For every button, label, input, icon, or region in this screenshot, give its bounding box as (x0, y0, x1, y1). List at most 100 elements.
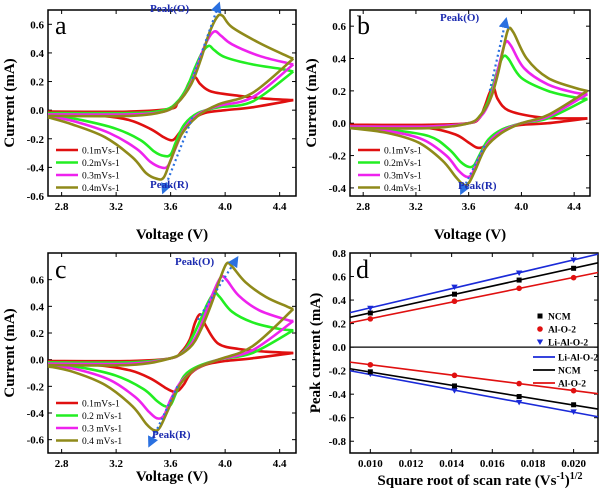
plot-frame (349, 252, 599, 454)
peak-oxidation-arrow (196, 255, 239, 321)
x-axis-label: Voltage (V) (136, 227, 208, 243)
legend-label: 0.3mVs-1 (384, 172, 422, 182)
marker-triangle (570, 409, 577, 415)
y-tick-label: 0.6 (332, 272, 346, 284)
y-tick-label: -0.6 (329, 413, 347, 425)
x-axis-label-main: Square root of scan rate (Vs (377, 473, 556, 489)
peak-reduction-arrow (148, 385, 179, 448)
legend-marker (537, 313, 543, 319)
cv-cathodic-sweep (47, 98, 294, 142)
peak-oxidation-arrow (191, 1, 222, 80)
legend-label: 0.3 mVs-1 (82, 425, 122, 435)
marker-triangle (515, 399, 523, 406)
peak-oxidation-label: Peak(O) (440, 12, 479, 24)
peak-reduction-label: Peak(R) (152, 429, 191, 441)
y-tick-label: 0.6 (332, 21, 346, 33)
cv-cathodic-sweep (47, 57, 295, 181)
cv-curves (47, 261, 295, 432)
legend-label: 0.4mVs-1 (384, 184, 422, 194)
y-tick-label: -0.8 (329, 436, 347, 448)
y-tick-label: 0.0 (30, 105, 44, 117)
peak-oxidation-label: Peak(O) (175, 256, 214, 268)
marker-triangle (515, 270, 523, 276)
x-tick-label: 0.014 (439, 458, 464, 470)
y-axis-label: Current (mA) (2, 58, 18, 147)
marker-square (367, 369, 373, 375)
legend-label: NCM (548, 313, 571, 323)
x-tick-label: 4.0 (218, 458, 232, 470)
legend-label: 0.2 mVs-1 (82, 412, 122, 422)
marker-square (571, 265, 577, 271)
fit-line (349, 367, 599, 410)
x-axis-label-exp2: 1/2 (570, 471, 583, 482)
cv-cathodic-sweep (47, 351, 294, 394)
legend-marker (536, 339, 544, 345)
panel-c: 2.8 3.2 3.6 4.0 4.4-0.6-0.4-0.20.00.20.40.6 … (2, 252, 297, 485)
y-tick-label: -0.4 (329, 183, 347, 195)
x-tick-label: 0.020 (561, 458, 586, 470)
cv-curves (47, 13, 295, 181)
axis-ticks: 2.8 3.2 3.6 4.0 4.4 -0.6 -0.4 -0.2 0.0 0.2 0.4 0.6 (27, 253, 296, 470)
cv-cathodic-sweep (47, 308, 295, 432)
panel-d: 0.010 0.012 0.014 0.016 0.018 0.020 -0.8 -0.6 -0… (308, 248, 599, 489)
legend-label: Al-O-2 (558, 380, 586, 390)
marker-circle (570, 274, 577, 281)
data-markers (367, 257, 577, 415)
legend: 0.1mVs-1 0.2mVs-1 0.3mVs-1 0.4mVs-1 (358, 147, 422, 194)
legend-label: 0.1mVs-1 (82, 147, 120, 157)
y-tick-label: -0.6 (27, 435, 45, 447)
marker-triangle (451, 284, 458, 291)
marker-triangle (367, 305, 374, 312)
cv-anodic-sweep (47, 29, 294, 116)
y-tick-label: -0.4 (329, 389, 347, 401)
fit-line (349, 361, 599, 395)
cv-anodic-sweep (47, 261, 294, 367)
plot-frame (349, 9, 591, 197)
x-tick-label: 3.6 (164, 458, 178, 470)
y-tick-label: 0.2 (332, 86, 346, 98)
legend: NCM Al-O-2 Li-Al-O-2 Li-Al-O-2 NCM Al-O-2 (533, 313, 598, 390)
x-tick-label: 4.4 (567, 201, 581, 213)
legend-label: Al-O-2 (548, 326, 576, 336)
y-tick-label: -0.2 (329, 151, 347, 163)
y-tick-label: -0.4 (27, 408, 45, 420)
y-tick-label: 0.4 (30, 301, 44, 313)
marker-circle (516, 285, 522, 292)
marker-triangle (570, 257, 577, 264)
panel-b: 2.8 3.2 3.6 4.0 4.4 -0.4 -0.2 0.0 0.2 0.4 0.6 Peak… (304, 9, 591, 243)
legend: 0.1mVs-1 0.2 mVs-1 0.3 mVs-1 0.4 mVs-1 (56, 400, 122, 447)
legend-label: 0.3mVs-1 (82, 172, 120, 182)
marker-square (516, 394, 522, 400)
fit-lines (349, 253, 599, 418)
y-tick-label: 0.8 (332, 248, 346, 260)
y-axis-label: Current (mA) (304, 58, 320, 147)
y-tick-label: -0.4 (27, 162, 45, 174)
peak-annotations: Peak(O) Peak(R) (440, 12, 510, 196)
y-tick-label: -0.2 (27, 381, 45, 393)
plot-frame (47, 9, 297, 197)
y-axis-label: Current (mA) (2, 308, 18, 397)
y-tick-label: 0.2 (332, 319, 346, 331)
x-tick-label: 3.2 (109, 458, 123, 470)
x-axis-label: Voltage (V) (136, 469, 208, 485)
marker-square (516, 277, 522, 283)
axis-ticks: 0.010 0.012 0.014 0.016 0.018 0.020 -0.8 -0.6 -0… (329, 248, 598, 470)
marker-square (571, 402, 577, 408)
y-tick-label: 0.0 (30, 355, 44, 367)
plot-frame (47, 252, 297, 454)
y-axis-label: Peak current (mA) (308, 293, 324, 414)
panel-letter: a (55, 11, 67, 40)
marker-circle (367, 361, 374, 368)
peak-reduction-arrow (161, 116, 194, 195)
x-tick-label: 0.010 (358, 458, 383, 470)
x-tick-label: 2.8 (356, 201, 370, 213)
y-tick-label: 0.2 (30, 328, 44, 340)
legend-label: 0.2mVs-1 (82, 159, 120, 169)
peak-annotations: Peak(O) Peak(R) (148, 255, 239, 448)
x-axis-label: Voltage (V) (434, 227, 506, 243)
y-tick-label: 0.0 (332, 342, 346, 354)
x-tick-label: 4.0 (218, 201, 232, 213)
legend-label: 0.4mVs-1 (82, 184, 120, 194)
x-tick-label: 0.018 (521, 458, 546, 470)
